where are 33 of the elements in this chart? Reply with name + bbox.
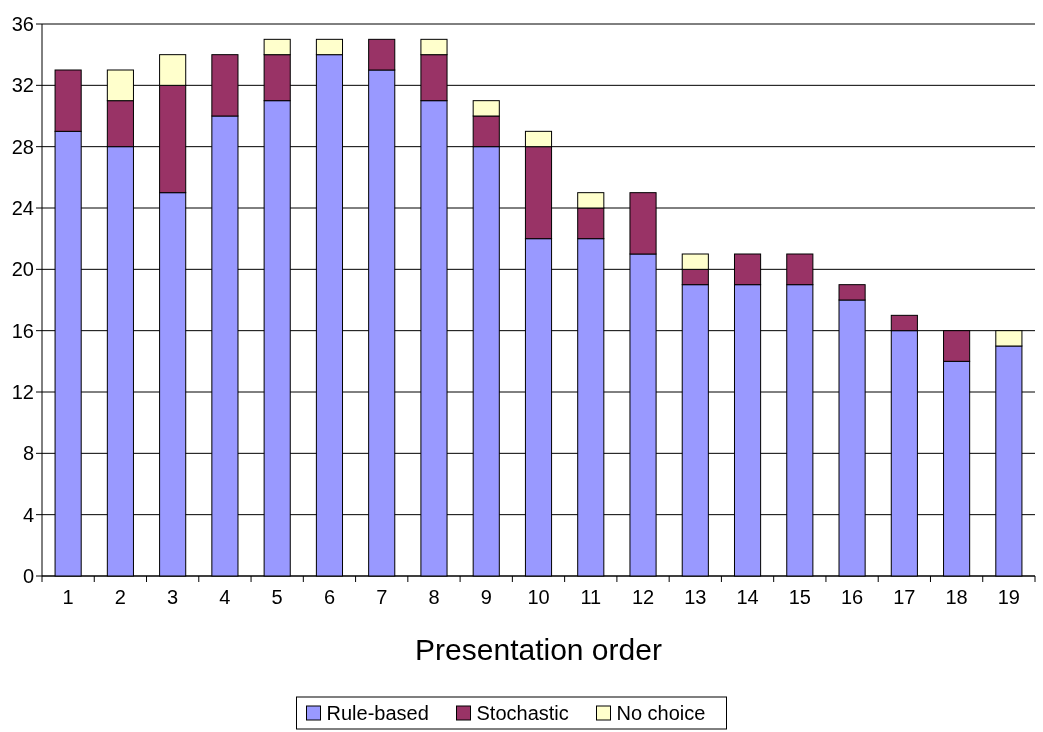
y-tick-label: 16 (11, 319, 34, 342)
y-tick-label: 0 (22, 565, 34, 587)
legend-label: Stochastic (476, 702, 569, 724)
x-tick-label: 6 (323, 586, 336, 608)
y-tick-label: 4 (22, 503, 34, 526)
legend-label: Rule-based (326, 702, 429, 724)
y-tick-label: 20 (11, 258, 34, 281)
x-tick-label: 17 (893, 586, 916, 608)
x-tick-label: 19 (997, 586, 1020, 608)
x-tick-label: 12 (631, 586, 655, 608)
x-tick-label: 1 (62, 586, 74, 608)
y-tick-label: 12 (11, 381, 34, 403)
x-tick-label: 16 (840, 586, 864, 608)
x-tick-label: 2 (114, 586, 126, 608)
x-tick-label: 10 (527, 586, 550, 608)
x-tick-label: 11 (580, 586, 602, 608)
x-tick-label: 7 (376, 586, 388, 608)
x-tick-label: 14 (736, 586, 759, 608)
y-tick-label: 28 (11, 135, 34, 158)
x-tick-label: 13 (684, 586, 707, 608)
x-tick-label: 8 (428, 586, 440, 608)
x-tick-label: 4 (219, 586, 231, 608)
x-axis-title: Presentation order (415, 633, 662, 666)
x-tick-label: 9 (480, 586, 492, 608)
legend-label: No choice (616, 702, 706, 724)
x-tick-label: 15 (788, 586, 811, 608)
x-tick-label: 18 (945, 586, 968, 608)
x-tick-label: 5 (271, 586, 283, 608)
x-tick-label: 3 (167, 586, 179, 608)
y-tick-label: 24 (11, 197, 34, 219)
y-tick-label: 8 (22, 442, 34, 465)
y-tick-label: 36 (11, 13, 34, 35)
y-tick-label: 32 (11, 74, 34, 97)
